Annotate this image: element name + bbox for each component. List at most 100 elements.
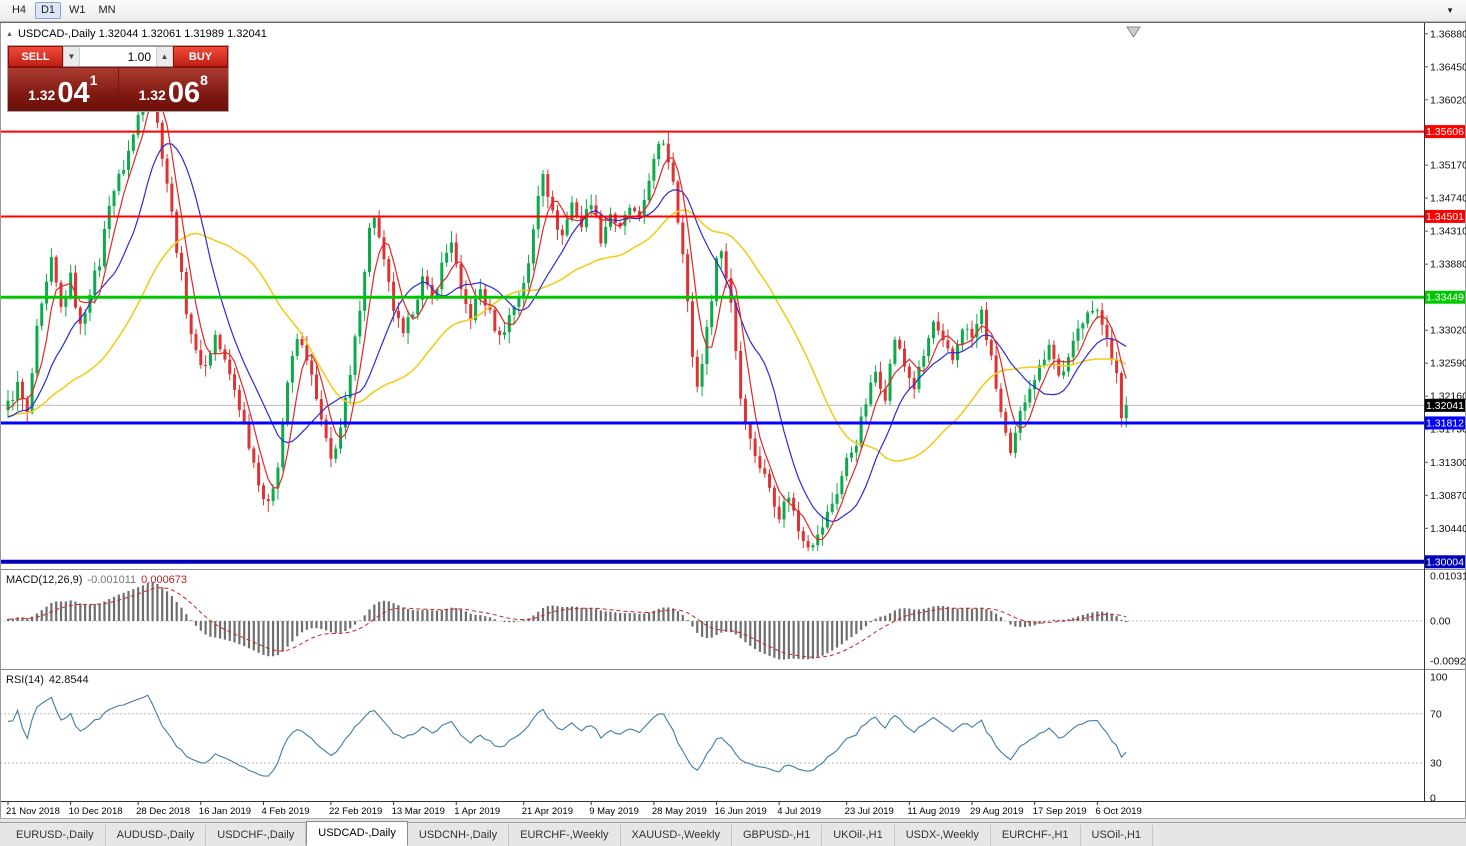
tab-usdcnh-daily[interactable]: USDCNH-,Daily [408, 825, 510, 846]
volume-control: ▼ ▲ [63, 46, 173, 67]
time-axis-label: 13 Mar 2019 [392, 806, 445, 817]
trade-panel-prices: 1.32 04 1 1.32 06 8 [8, 67, 228, 111]
svg-text:1.30004: 1.30004 [1426, 556, 1464, 568]
sell-price-big: 1.32 [28, 87, 56, 103]
timeframe-mn-button[interactable]: MN [94, 2, 121, 19]
time-axis-label: 23 Jul 2019 [845, 806, 894, 817]
tab-eurchf-h1[interactable]: EURCHF-,H1 [991, 825, 1081, 846]
price-tag: 1.33449 [1425, 290, 1465, 304]
toolbar-dropdown-icon[interactable]: ▼ [1446, 6, 1454, 15]
chart-title: USDCAD-,Daily 1.32044 1.32061 1.31989 1.… [17, 28, 267, 40]
time-axis-label: 1 Apr 2019 [454, 806, 500, 817]
tab-ukoil-h1[interactable]: UKOil-,H1 [822, 825, 895, 846]
price-tag: 1.30004 [1425, 555, 1465, 569]
indicator-labels: MACD(12,26,9) -0.001011 0.000673 RSI(14) 42.… [6, 574, 187, 686]
volume-decrease-icon[interactable]: ▼ [63, 47, 80, 66]
tab-usdcad-daily[interactable]: USDCAD-,Daily [306, 821, 408, 846]
price-scale-label: 1.36450 [1430, 61, 1466, 73]
tab-eurusd-daily[interactable]: EURUSD-,Daily [5, 825, 106, 846]
tab-eurchf-weekly[interactable]: EURCHF-,Weekly [509, 825, 621, 846]
chart-shift-marker-icon[interactable] [1126, 26, 1141, 38]
tab-audusd-daily[interactable]: AUDUSD-,Daily [106, 825, 207, 846]
macd-signal-line [7, 587, 1127, 658]
svg-text:RSI(14)42.8544: RSI(14) 42.8544 [6, 674, 89, 686]
price-scale-label: 1.34740 [1430, 193, 1466, 205]
time-axis-label: 21 Nov 2018 [6, 806, 60, 817]
buy-price-pips: 06 [167, 77, 201, 109]
tab-usdchf-daily[interactable]: USDCHF-,Daily [206, 825, 307, 846]
timeframe-h4-button[interactable]: H4 [6, 2, 32, 19]
timeframe-d1-button[interactable]: D1 [35, 2, 61, 19]
svg-text:1.31812: 1.31812 [1426, 417, 1464, 429]
sell-button[interactable]: SELL [8, 46, 63, 67]
sell-price-pips: 04 [57, 77, 90, 109]
price-scale-label: 1.35170 [1430, 160, 1466, 172]
chart-title-bar: ▲ USDCAD-,Daily 1.32044 1.32061 1.31989 … [6, 28, 267, 40]
time-axis-label: 4 Jul 2019 [777, 806, 821, 817]
buy-price-display[interactable]: 1.32 06 8 [118, 68, 228, 111]
timeframe-toolbar: H4 D1 W1 MN ▼ [0, 0, 1466, 22]
time-axis[interactable]: 21 Nov 2018 10 Dec 2018 28 Dec 2018 16 Jan … [6, 802, 1142, 817]
subwindow-arrow-icon: ▲ [6, 30, 13, 38]
rsi-panel[interactable] [0, 694, 1424, 777]
sell-price-point: 1 [89, 72, 98, 88]
tab-xauusd-weekly[interactable]: XAUUSD-,Weekly [621, 825, 732, 846]
horizontal-lines [0, 130, 1424, 564]
time-axis-label: 10 Dec 2018 [69, 806, 123, 817]
time-axis-label: 6 Oct 2019 [1095, 806, 1141, 817]
moving-average-line-5 [7, 99, 1127, 541]
time-axis-label: 11 Aug 2019 [907, 806, 960, 817]
buy-button[interactable]: BUY [173, 46, 228, 67]
time-axis-label: 21 Apr 2019 [522, 806, 573, 817]
price-tag: 1.31812 [1425, 416, 1465, 430]
candlestick-series [6, 58, 1128, 552]
time-axis-label: 29 Aug 2019 [970, 806, 1023, 817]
macd-panel[interactable] [0, 582, 1424, 660]
moving-average-line-34 [7, 209, 1127, 462]
time-axis-label: 16 Jun 2019 [715, 806, 767, 817]
macd-scale-label: -0.009203 [1430, 656, 1466, 668]
price-scale-label: 1.33880 [1430, 259, 1466, 271]
rsi-scale-label: 0 [1430, 793, 1436, 805]
macd-scale-label: 0.010311 [1430, 571, 1466, 583]
trade-panel-controls: SELL ▼ ▲ BUY [8, 46, 228, 67]
time-axis-label: 9 May 2019 [589, 806, 639, 817]
one-click-trading-panel: SELL ▼ ▲ BUY 1.32 04 1 1.32 06 8 [7, 45, 229, 112]
price-scale-label: 1.31300 [1430, 457, 1466, 469]
price-panel[interactable] [0, 58, 1424, 564]
time-axis-label: 22 Feb 2019 [329, 806, 382, 817]
svg-text:1.34501: 1.34501 [1426, 211, 1464, 223]
rsi-line [7, 694, 1127, 777]
volume-input[interactable] [80, 47, 156, 66]
rsi-scale-label: 30 [1430, 758, 1442, 770]
price-scale[interactable]: 1.36880 1.36450 1.36020 1.35170 1.34740 1.343… [1424, 28, 1466, 805]
price-tag: 1.34501 [1425, 209, 1465, 223]
moving-average-line-13 [7, 143, 1127, 523]
chart-tab-bar: EURUSD-,Daily AUDUSD-,Daily USDCHF-,Daily U… [0, 821, 1466, 846]
volume-increase-icon[interactable]: ▲ [156, 47, 173, 66]
svg-text:1.32041: 1.32041 [1426, 400, 1464, 412]
time-axis-label: 17 Sep 2019 [1033, 806, 1087, 817]
chart-canvas[interactable]: MACD(12,26,9) -0.001011 0.000673 RSI(14) 42.… [0, 23, 1466, 819]
tab-usoil-h1[interactable]: USOil-,H1 [1081, 825, 1154, 846]
price-scale-label: 1.30440 [1430, 523, 1466, 535]
rsi-scale-label: 100 [1430, 672, 1448, 684]
price-tag: 1.35606 [1425, 125, 1465, 139]
svg-text:1.35606: 1.35606 [1426, 126, 1464, 138]
rsi-scale-label: 70 [1430, 708, 1442, 720]
tab-gbpusd-h1[interactable]: GBPUSD-,H1 [732, 825, 823, 846]
sell-price-display[interactable]: 1.32 04 1 [8, 68, 118, 111]
timeframe-w1-button[interactable]: W1 [64, 2, 91, 19]
buy-price-big: 1.32 [138, 87, 166, 103]
time-axis-label: 16 Jan 2019 [199, 806, 251, 817]
svg-text:1.33449: 1.33449 [1426, 292, 1464, 304]
buy-price-point: 8 [200, 72, 208, 88]
price-scale-label: 1.30870 [1430, 490, 1466, 502]
tab-usdx-weekly[interactable]: USDX-,Weekly [895, 825, 991, 846]
chart-window: MACD(12,26,9) -0.001011 0.000673 RSI(14) 42.… [0, 22, 1466, 819]
price-scale-label: 1.33020 [1430, 325, 1466, 337]
macd-scale-label: 0.00 [1430, 616, 1451, 628]
price-scale-label: 1.34310 [1430, 226, 1466, 238]
